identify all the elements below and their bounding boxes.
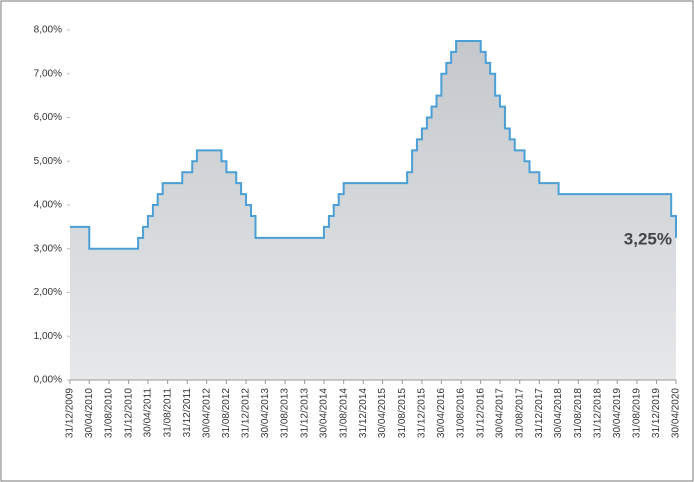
x-tick-label: 30/04/2010 <box>84 388 95 438</box>
area <box>70 40 676 380</box>
x-tick-label: 31/08/2018 <box>573 388 584 438</box>
x-tick-label: 31/12/2015 <box>417 388 428 438</box>
y-tick-label: 6,00% <box>34 112 62 123</box>
x-tick-label: 30/04/2019 <box>612 388 623 438</box>
x-tick-label: 30/04/2015 <box>377 388 388 438</box>
y-tick-label: 8,00% <box>34 25 62 36</box>
x-tick-label: 31/12/2009 <box>65 388 76 438</box>
y-tick-label: 2,00% <box>34 287 62 298</box>
x-tick-label: 31/08/2019 <box>632 388 643 438</box>
x-tick-label: 31/12/2018 <box>593 388 604 438</box>
y-tick-label: 7,00% <box>34 68 62 79</box>
x-tick-label: 31/12/2010 <box>123 388 134 438</box>
x-tick-label: 30/04/2013 <box>260 388 271 438</box>
value-label: 3,25% <box>624 229 672 248</box>
x-tick-label: 31/12/2013 <box>299 388 310 438</box>
x-tick-label: 31/08/2014 <box>338 388 349 438</box>
x-tick-label: 31/12/2017 <box>534 388 545 438</box>
y-tick-label: 1,00% <box>34 331 62 342</box>
step-line <box>70 39 677 250</box>
y-tick-label: 4,00% <box>34 200 62 211</box>
x-tick-label: 30/04/2011 <box>143 388 154 438</box>
x-tick-label: 31/08/2010 <box>104 388 115 438</box>
x-tick-label: 31/12/2019 <box>651 388 662 438</box>
x-tick-label: 30/04/2018 <box>553 388 564 438</box>
x-tick-label: 30/04/2020 <box>671 388 682 438</box>
x-tick-label: 31/08/2015 <box>397 388 408 438</box>
x-tick-label: 31/08/2012 <box>221 388 232 438</box>
x-tick-label: 31/12/2016 <box>475 388 486 438</box>
y-tick-label: 5,00% <box>34 156 62 167</box>
x-tick-label: 31/08/2016 <box>456 388 467 438</box>
x-tick-label: 30/04/2016 <box>436 388 447 438</box>
x-tick-label: 30/04/2012 <box>201 388 212 438</box>
x-tick-label: 31/08/2013 <box>280 388 291 438</box>
x-tick-label: 31/12/2011 <box>182 388 193 438</box>
x-tick-label: 31/12/2012 <box>241 388 252 438</box>
y-tick-label: 0,00% <box>34 375 62 386</box>
x-tick-label: 31/08/2017 <box>514 388 525 438</box>
x-tick-label: 30/04/2017 <box>495 388 506 438</box>
x-tick-label: 30/04/2014 <box>319 388 330 438</box>
y-tick-label: 3,00% <box>34 243 62 254</box>
x-tick-label: 31/08/2011 <box>162 388 173 438</box>
x-tick-label: 31/12/2014 <box>358 388 369 438</box>
